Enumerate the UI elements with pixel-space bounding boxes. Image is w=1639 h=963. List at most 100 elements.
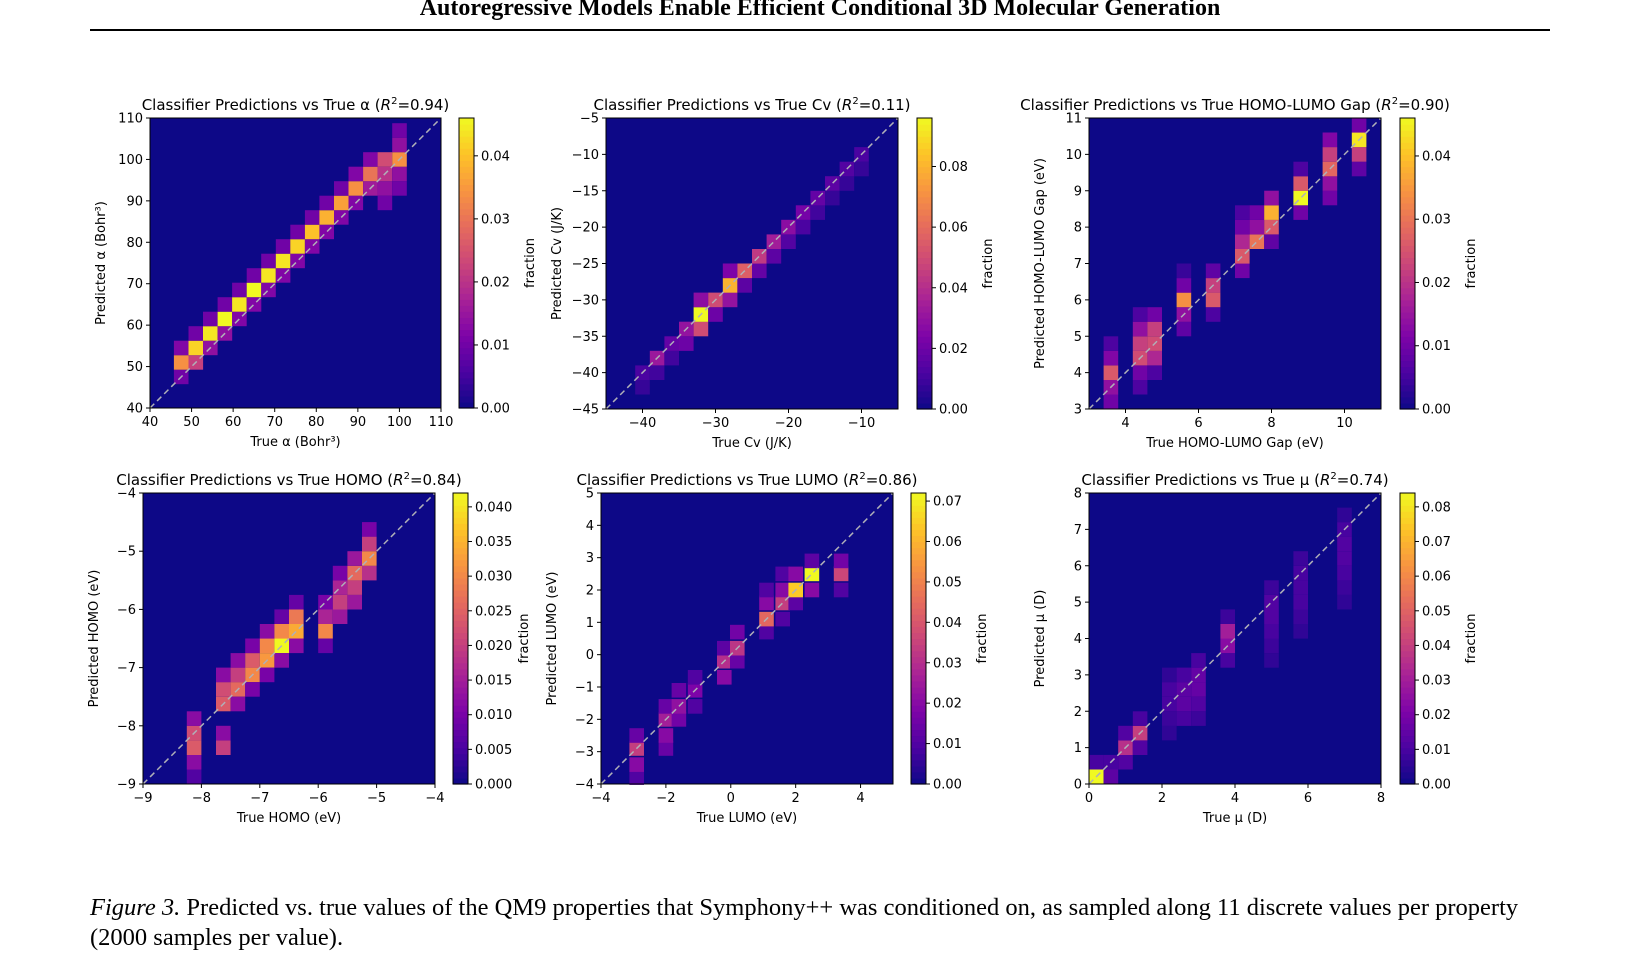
colorbar-tick-label: 0.00: [939, 403, 968, 418]
colorbar-segment: [1400, 172, 1415, 180]
colorbar-segment: [459, 154, 474, 161]
x-axis-label: True α (Bohr³): [249, 435, 340, 450]
colorbar-tick-label: 0.04: [939, 281, 968, 296]
y-tick-label: 70: [126, 277, 143, 292]
y-tick-label: 6: [1074, 559, 1082, 574]
colorbar-segment: [911, 687, 926, 694]
heatmap-cell: [687, 699, 703, 714]
colorbar-segment: [459, 329, 474, 337]
heatmap-cell: [246, 268, 262, 283]
chart-title: Classifier Predictions vs True Cv (R2=0.…: [593, 96, 910, 114]
colorbar-segment: [453, 608, 468, 615]
y-tick-label: 5: [586, 487, 594, 502]
heatmap-cell: [188, 326, 204, 341]
y-axis-label: Predicted α (Bohr³): [94, 201, 109, 325]
heatmap-cell: [1264, 205, 1279, 220]
colorbar-segment: [453, 620, 468, 627]
heatmap-cell: [1191, 696, 1206, 712]
colorbar-segment: [453, 747, 468, 755]
heatmap-cell: [1176, 711, 1192, 726]
colorbar-segment: [1400, 305, 1415, 313]
heatmap-cell: [1264, 609, 1279, 624]
identity-line: [142, 492, 436, 785]
y-tick-label: 40: [126, 402, 143, 417]
heatmap-cell: [825, 190, 840, 206]
colorbar-segment: [1400, 287, 1415, 295]
heatmap-cell: [319, 210, 334, 225]
colorbar-segment: [453, 583, 468, 591]
y-tick-label: −6: [117, 603, 136, 618]
colorbar-tick-label: 0.015: [475, 674, 512, 689]
colorbar-segment: [917, 257, 932, 265]
colorbar-segment: [1400, 632, 1415, 640]
colorbar-segment: [1400, 699, 1415, 706]
colorbar-segment: [917, 178, 932, 186]
colorbar-segment: [453, 626, 468, 634]
y-tick-label: 11: [1065, 112, 1082, 127]
heatmap-cell: [1162, 711, 1177, 726]
colorbar-segment: [453, 729, 468, 737]
x-tick-label: −7: [250, 791, 269, 806]
x-tick-label: 8: [1377, 791, 1385, 806]
x-tick-label: 0: [727, 791, 735, 806]
identity-line: [600, 492, 894, 785]
heatmap-cell: [261, 253, 276, 269]
paper-title: Autoregressive Models Enable Efficient C…: [419, 0, 1221, 21]
heatmap-cell: [664, 350, 679, 366]
colorbar-segment: [917, 251, 932, 259]
colorbar-segment: [917, 269, 932, 277]
colorbar-segment: [1400, 251, 1415, 259]
heatmap-cell: [377, 181, 393, 196]
colorbar-segment: [1400, 493, 1415, 500]
heatmap-cell: [1249, 219, 1265, 235]
colorbar-segment: [917, 330, 932, 337]
y-tick-label: 4: [586, 519, 594, 534]
heatmap-cell: [759, 624, 774, 640]
colorbar-tick-label: 0.05: [933, 575, 962, 590]
y-tick-label: −9: [117, 778, 136, 793]
colorbar-segment: [917, 221, 932, 228]
y-axis-label: Predicted Cv (J/K): [550, 207, 565, 320]
colorbar-segment: [453, 711, 468, 718]
heatmap-cell: [232, 282, 247, 298]
colorbar-segment: [917, 293, 932, 301]
colorbar-segment: [459, 401, 474, 409]
heatmap-cell: [304, 224, 320, 240]
heatmap-cell: [1322, 147, 1338, 162]
colorbar-label: fraction: [975, 614, 990, 664]
colorbar-segment: [1400, 547, 1415, 555]
colorbar-segment: [459, 250, 474, 258]
colorbar-segment: [917, 148, 932, 155]
colorbar-segment: [911, 680, 926, 688]
colorbar-tick-label: 0.00: [1422, 778, 1451, 793]
y-tick-label: −7: [117, 661, 136, 676]
colorbar-segment: [917, 312, 932, 319]
colorbar-segment: [1400, 372, 1415, 380]
colorbar-segment: [459, 335, 474, 343]
colorbar-segment: [917, 215, 932, 222]
heatmap-cell: [290, 239, 305, 254]
colorbar-segment: [1400, 644, 1415, 652]
colorbar-segment: [1400, 753, 1415, 761]
colorbar-tick-label: 0.04: [481, 149, 510, 164]
y-axis-label: Predicted HOMO-LUMO Gap (eV): [1033, 158, 1048, 369]
colorbar-tick-label: 0.05: [1422, 604, 1451, 619]
colorbar-label: fraction: [1464, 239, 1479, 289]
heatmap-cell: [216, 725, 231, 741]
x-tick-label: −30: [702, 416, 729, 431]
heatmap-cell: [347, 551, 362, 566]
y-tick-label: −25: [572, 257, 599, 272]
colorbar-segment: [453, 662, 468, 670]
colorbar-segment: [911, 705, 926, 712]
colorbar-tick-label: 0.07: [1422, 535, 1451, 550]
heatmap-cell: [679, 336, 694, 351]
heatmap-cell: [1293, 205, 1308, 220]
colorbar-segment: [459, 166, 474, 173]
colorbar-segment: [1400, 535, 1415, 543]
colorbar-segment: [911, 632, 926, 640]
x-tick-label: 0: [1085, 791, 1093, 806]
heatmap-cell: [1089, 754, 1104, 770]
colorbar-segment: [911, 541, 926, 549]
colorbar-frame: [458, 117, 475, 409]
heatmap-cell: [1176, 696, 1192, 712]
